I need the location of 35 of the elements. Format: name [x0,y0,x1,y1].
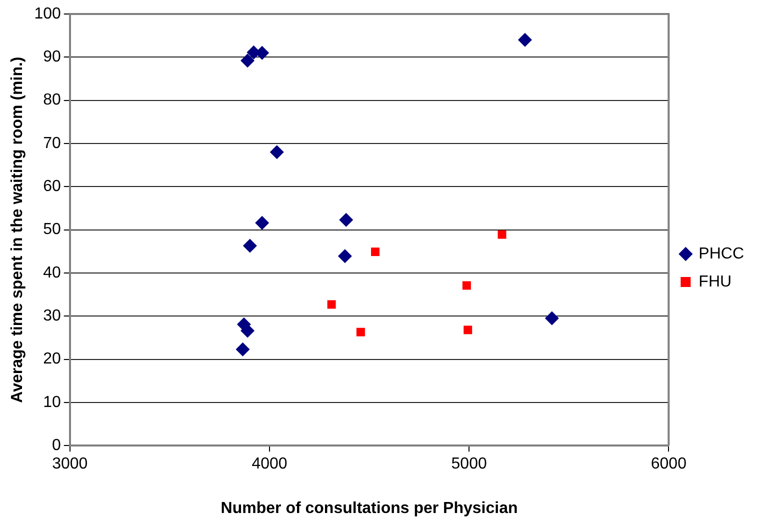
x-axis-title: Number of consultations per Physician [220,500,518,517]
y-tick-label: 50 [43,221,61,238]
x-tick-label: 4000 [252,456,288,473]
point [236,342,250,356]
y-axis-title: Average time spent in the waiting room (min.) [9,56,26,403]
point [498,230,506,239]
point [371,248,380,256]
point [270,145,284,160]
y-tick-label: 90 [43,48,61,66]
x-tick-label: 6000 [650,456,687,473]
y-tick-label: 10 [43,394,61,411]
legend-label: PHCC [698,245,744,262]
y-tick-label: 80 [43,92,61,109]
point [240,324,255,338]
point [327,300,336,309]
y-tick-label: 0 [52,437,61,454]
y-tick-label: 40 [43,264,61,282]
point [544,311,559,326]
y-tick-label: 60 [43,178,61,196]
point [338,249,352,264]
y-tick-label: 30 [43,308,61,325]
x-tick-label: 3000 [52,456,88,473]
point [518,32,532,47]
point [356,328,365,336]
point [240,54,255,68]
point [255,216,270,230]
y-tick-label: 100 [34,5,61,22]
x-tick-label: 5000 [451,456,487,473]
y-tick-label: 20 [43,350,61,368]
y-tick-label: 70 [43,134,61,152]
point [339,212,354,227]
point [464,326,472,334]
point [242,238,257,253]
legend-label: FHU [698,273,732,290]
point [462,281,471,290]
